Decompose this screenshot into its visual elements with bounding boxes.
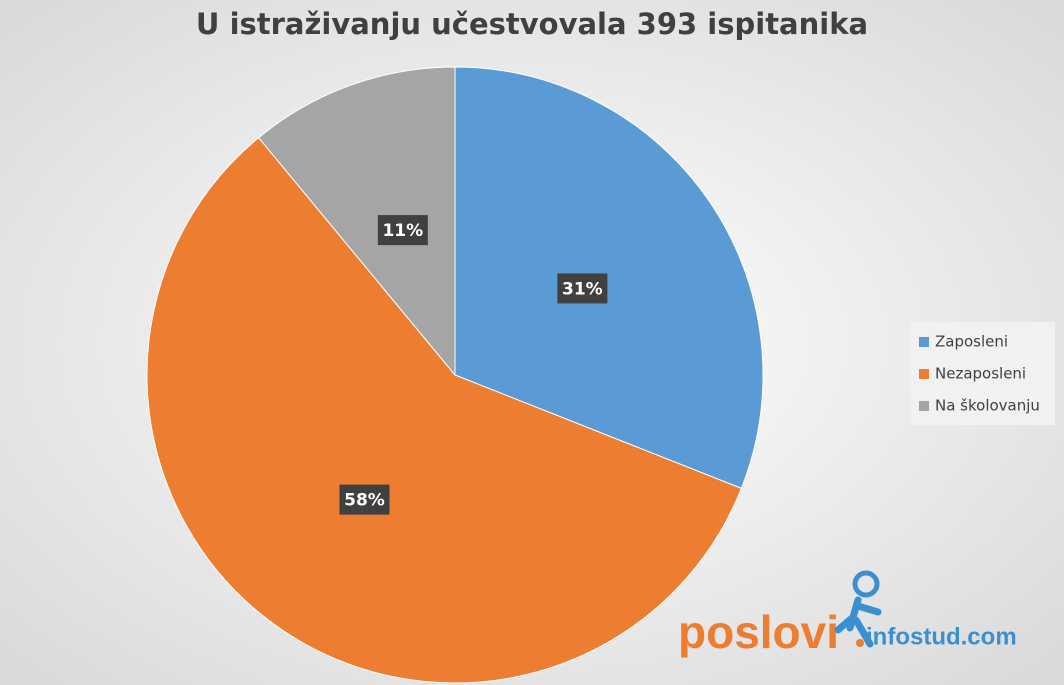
data-labels: 31% 58% 11%	[339, 215, 608, 515]
logo-domain: infostud.com	[866, 623, 1017, 650]
logo-dot	[856, 639, 864, 647]
data-label-box	[557, 273, 608, 304]
pie-slice	[257, 66, 456, 377]
data-label: 58%	[344, 491, 385, 511]
pie-slice	[146, 136, 743, 684]
data-label: 31%	[562, 279, 603, 299]
legend-swatch	[919, 369, 929, 379]
legend-swatch	[919, 401, 929, 411]
legend-box	[910, 322, 1055, 425]
legend-label: Na školovanju	[935, 397, 1040, 415]
pie-slice	[454, 66, 764, 490]
data-label-box	[339, 484, 390, 515]
chart-title: U istraživanju učestvovala 393 ispitanik…	[196, 7, 868, 41]
logo-icon	[852, 570, 880, 598]
logo-figure	[834, 596, 882, 648]
pie	[146, 66, 764, 684]
data-label-box	[377, 215, 428, 246]
legend-label: Zaposleni	[935, 333, 1008, 351]
logo-brand: poslovi	[678, 606, 839, 658]
legend: Zaposleni Nezaposleni Na školovanju	[919, 333, 1040, 415]
logo: poslovi infostud.com	[678, 570, 1017, 658]
legend-label: Nezaposleni	[935, 365, 1026, 383]
data-label: 11%	[382, 221, 423, 241]
legend-swatch	[919, 337, 929, 347]
